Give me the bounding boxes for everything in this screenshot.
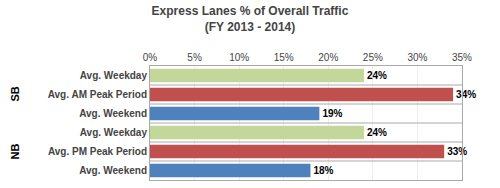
svg-text:18%: 18% [313, 165, 333, 176]
svg-text:19%: 19% [322, 108, 342, 119]
svg-text:24%: 24% [367, 127, 387, 138]
svg-text:30%: 30% [407, 52, 427, 63]
svg-text:Express Lanes % of Overall Tra: Express Lanes % of Overall Traffic(FY 20… [152, 4, 349, 34]
svg-text:35%: 35% [452, 52, 472, 63]
svg-text:NB: NB [9, 144, 21, 160]
svg-text:0%: 0% [143, 52, 158, 63]
svg-text:Avg. Weekday: Avg. Weekday [80, 70, 148, 81]
svg-text:25%: 25% [363, 52, 383, 63]
svg-text:5%: 5% [187, 52, 202, 63]
svg-text:Avg. Weekend: Avg. Weekend [79, 165, 147, 176]
svg-text:Avg. Weekday: Avg. Weekday [80, 127, 148, 138]
svg-text:SB: SB [9, 86, 21, 101]
svg-text:10%: 10% [229, 52, 249, 63]
svg-text:Avg. Weekend: Avg. Weekend [79, 108, 147, 119]
svg-text:20%: 20% [318, 52, 338, 63]
svg-text:33%: 33% [447, 146, 467, 157]
svg-text:34%: 34% [456, 89, 476, 100]
svg-text:Avg. PM Peak Period: Avg. PM Peak Period [48, 146, 147, 157]
svg-text:Avg. AM Peak Period: Avg. AM Peak Period [48, 89, 147, 100]
svg-text:24%: 24% [367, 70, 387, 81]
svg-text:15%: 15% [274, 52, 294, 63]
